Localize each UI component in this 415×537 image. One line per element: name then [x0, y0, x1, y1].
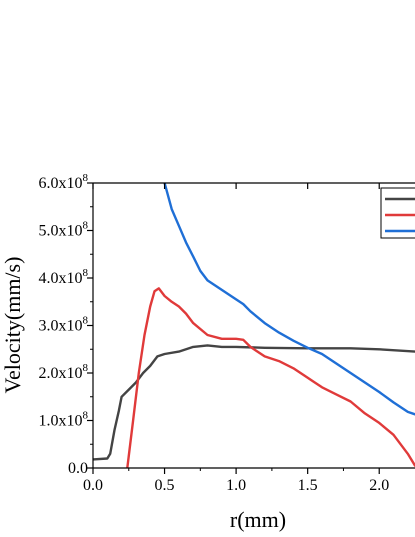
y-tick-label: 3.0x108 — [39, 315, 89, 335]
series-lines — [93, 183, 415, 468]
y-tick-label: 1.0x108 — [39, 410, 89, 430]
x-tick-label: 1.0 — [226, 477, 246, 494]
x-tick-label: 1.5 — [298, 477, 318, 494]
series-line-1 — [93, 344, 415, 461]
series-line-2 — [126, 287, 415, 468]
y-tick-label: 4.0x108 — [39, 267, 89, 287]
series-line-3 — [163, 183, 415, 416]
x-tick-label: 0.0 — [83, 477, 103, 494]
y-tick-label: 0.0 — [68, 460, 88, 477]
y-tick-label: 2.0x108 — [39, 362, 89, 382]
x-axis-title: r(mm) — [230, 507, 286, 532]
x-tick-label: 0.5 — [155, 477, 175, 494]
y-tick-label: 5.0x108 — [39, 220, 89, 240]
y-axis-title: Velocity(mm/s) — [0, 257, 25, 394]
legend-box — [380, 187, 415, 239]
y-tick-label: 6.0x108 — [39, 172, 89, 192]
plot-area: 0.0 0.5 1.0 1.5 2.0 0.0 1.0x108 2.0x108 3.0x108 4… — [39, 172, 415, 494]
x-tick-label: 2.0 — [369, 477, 389, 494]
legend — [380, 187, 415, 239]
